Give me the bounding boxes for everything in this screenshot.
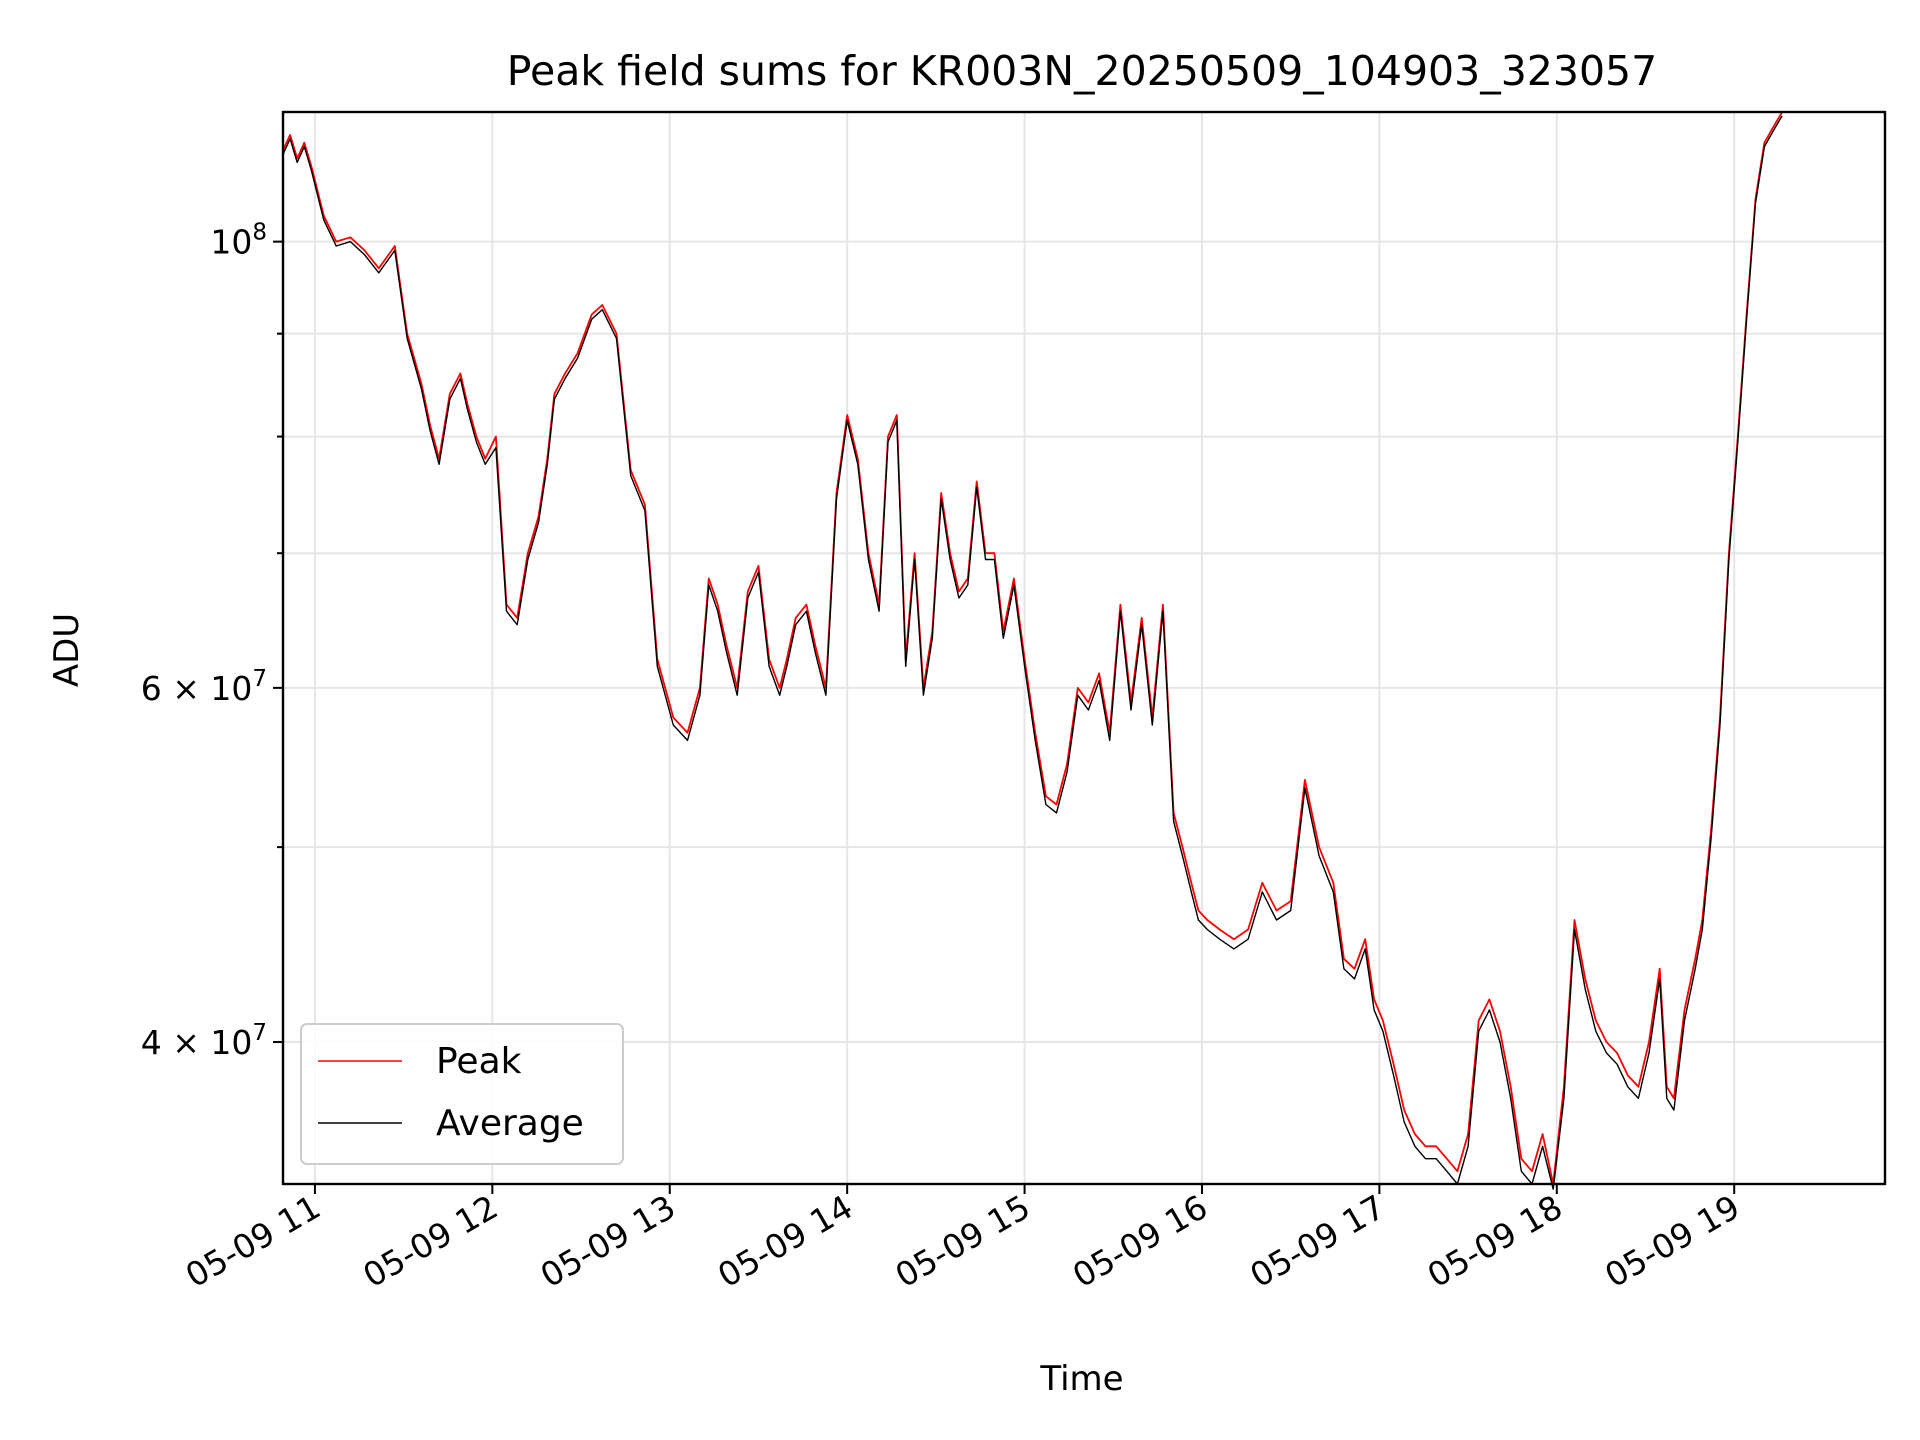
- grid-layer: [283, 112, 1885, 1184]
- x-axis-label: Time: [1039, 1359, 1123, 1399]
- plot-frame: [281, 110, 1887, 1186]
- legend-label-average: Average: [436, 1103, 584, 1144]
- legend-box: [300, 1023, 624, 1165]
- y-tick-label: 6 × 107: [141, 666, 267, 708]
- legend-label-peak: Peak: [436, 1041, 522, 1082]
- series-layer: [282, 111, 1783, 1190]
- series-line-average: [282, 115, 1783, 1190]
- y-tick-label: 108: [210, 220, 267, 262]
- y-axis-label: ADU: [47, 613, 87, 687]
- chart-title: Peak field sums for KR003N_20250509_1049…: [507, 47, 1657, 95]
- y-tick-label: 4 × 107: [141, 1020, 267, 1062]
- series-line-peak: [282, 111, 1783, 1185]
- legend: Peak Average: [300, 1023, 624, 1165]
